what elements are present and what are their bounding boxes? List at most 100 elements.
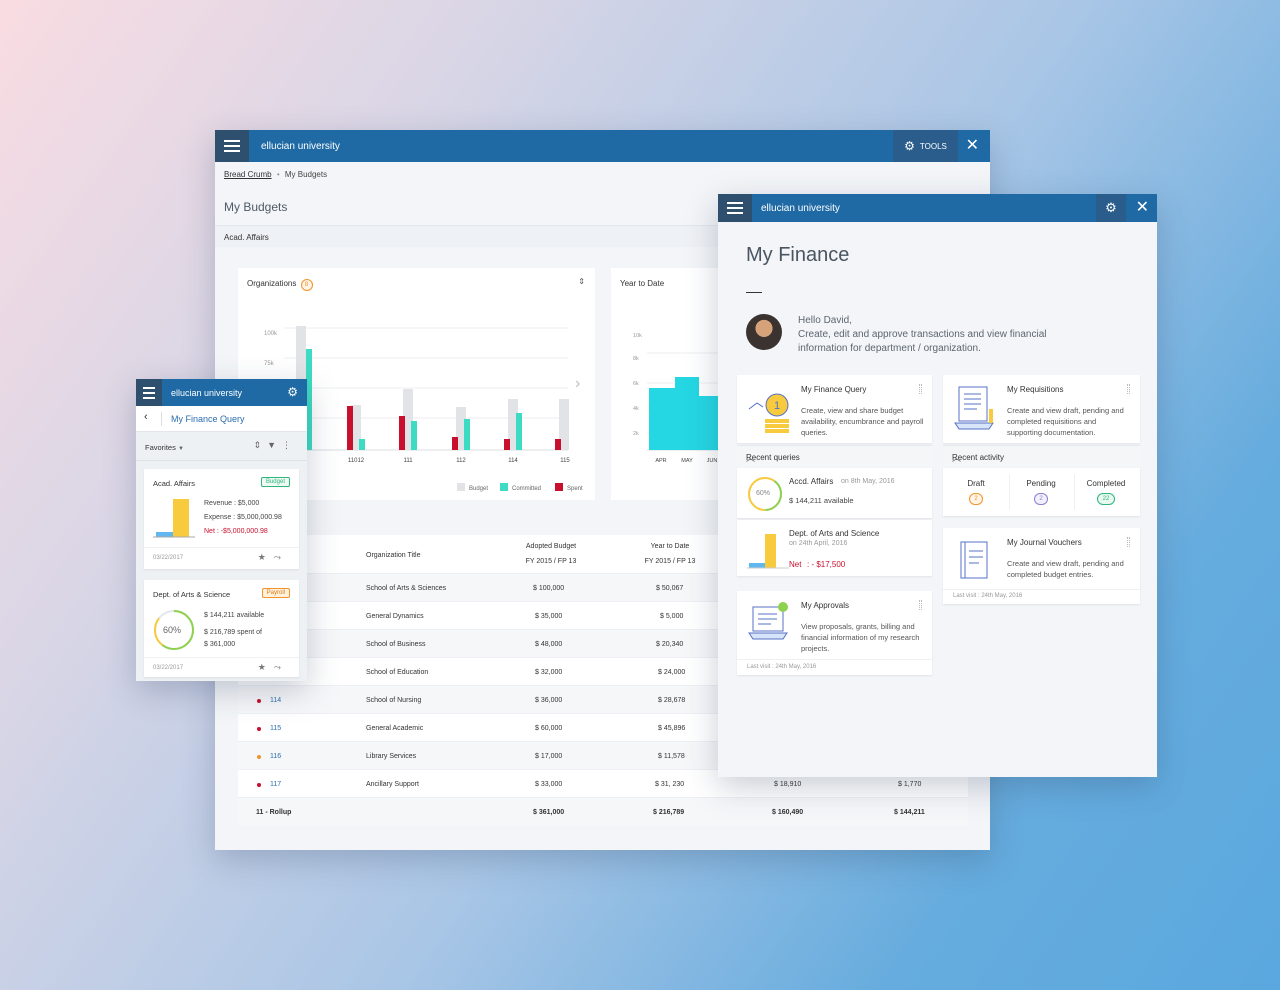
settings-gear-icon[interactable]: ⚙ — [1096, 194, 1126, 222]
recent-activity-stats: Draft 2 Pending 2 Completed 22 — [943, 468, 1140, 516]
y-tick: 10k — [633, 333, 642, 339]
organizations-label: Organizations — [247, 279, 297, 288]
finance-topbar: ellucian university ⚙ ✕ — [718, 194, 1157, 222]
star-icon[interactable]: ★ — [257, 662, 274, 672]
hamburger-menu-icon[interactable] — [215, 130, 249, 162]
spent-bar — [347, 406, 353, 450]
committed-bar — [464, 419, 470, 450]
spent-bar — [504, 439, 510, 450]
list-toolbar: ⇕▼⋮ — [254, 440, 297, 451]
draft-stat[interactable]: Draft 2 — [944, 479, 1008, 505]
close-icon[interactable]: ✕ — [965, 137, 979, 154]
drag-handle-icon[interactable] — [1127, 384, 1130, 394]
table-row[interactable]: School of Education $ 32,000 $ 24,000 — [238, 657, 968, 685]
gear-icon: ⚙ — [904, 139, 915, 153]
org-code-link[interactable]: 116 — [270, 753, 282, 760]
x-tick-may: MAY — [681, 458, 693, 464]
recent-activity-header[interactable]: Recent activity ︿ — [943, 445, 1140, 467]
drag-handle-icon[interactable] — [919, 384, 922, 394]
pending-label: Pending — [1026, 479, 1056, 488]
divider — [943, 589, 1140, 590]
divider — [161, 412, 162, 426]
greeting-description: Create, edit and approve transactions an… — [798, 329, 1047, 354]
more-icon[interactable]: ⋮ — [282, 440, 297, 450]
org-code-link[interactable]: 114 — [270, 697, 282, 704]
progress-percent: 60% — [756, 490, 771, 497]
recent-query-item[interactable]: 60% Accd. Affairs on 8th May, 2016 $ 144… — [737, 468, 932, 518]
spent-bar — [399, 416, 405, 450]
card-description: Create and view draft, pending and compl… — [1007, 406, 1124, 437]
favorite-card-acad-affairs[interactable]: Acad. Affairs Budget Revenue : $5,000 Ex… — [144, 469, 299, 569]
chevron-up-icon[interactable]: ︿ — [952, 453, 962, 463]
chevron-up-icon[interactable]: ︿ — [746, 453, 756, 463]
net-line: Net : -$5,000,000.98 — [204, 528, 268, 535]
drag-handle-icon[interactable] — [1127, 537, 1130, 547]
requisitions-card[interactable]: My Requisitions Create and view draft, p… — [943, 375, 1140, 443]
org-title: School of Education — [366, 669, 429, 676]
progress-ring — [154, 610, 194, 650]
status-dot — [257, 699, 261, 703]
chevron-right-icon[interactable]: › — [575, 375, 581, 392]
adopted-budget: $ 48,000 — [535, 641, 563, 648]
budget-tag: Budget — [260, 477, 290, 487]
budgets-topbar: ellucian university ⚙ TOOLS ✕ — [215, 130, 990, 162]
back-arrow-icon[interactable]: ‹ — [144, 411, 148, 423]
adopted-budget: $ 33,000 — [535, 781, 563, 788]
org-title: School of Nursing — [366, 697, 422, 704]
favorites-dropdown[interactable]: Favorites ▼ — [145, 443, 184, 452]
org-code-link[interactable]: 117 — [270, 781, 282, 788]
divider — [144, 547, 299, 548]
star-icon[interactable]: ★ — [257, 552, 274, 562]
settings-gear-icon[interactable]: ⚙ — [287, 385, 298, 399]
adopted-budget: $ 36,000 — [535, 697, 563, 704]
year-to-date: $ 11,578 — [658, 753, 685, 760]
table-row[interactable]: 117 Ancillary Support $ 33,000 $ 31, 230… — [238, 769, 968, 797]
query-title: My Finance Query — [171, 414, 245, 424]
favorite-card-arts-science[interactable]: Dept. of Arts & Science Payroll 60% $ 14… — [144, 580, 299, 677]
x-tick: 115 — [560, 458, 570, 464]
card-date: 03/22/2017 — [153, 555, 184, 561]
org-code-link[interactable]: 115 — [270, 725, 282, 732]
recent-queries-header[interactable]: Recent queries ︿ — [737, 445, 932, 467]
header-organization-title: Organization Title — [366, 552, 421, 559]
table-row[interactable]: General Dynamics $ 35,000 $ 5,000 — [238, 601, 968, 629]
hamburger-menu-icon[interactable] — [718, 194, 752, 222]
header-adopted-sub: FY 2015 / FP 13 — [525, 558, 577, 565]
card-description: Create, view and share budget availabili… — [801, 406, 924, 437]
status-dot — [257, 755, 261, 759]
breadcrumb-separator: • — [276, 170, 280, 179]
coins-icon: 1 — [748, 393, 789, 433]
journal-vouchers-card[interactable]: My Journal Vouchers Create and view draf… — [943, 528, 1140, 604]
org-title: General Dynamics — [366, 613, 424, 620]
filter-icon[interactable]: ▼ — [267, 440, 282, 450]
title-divider — [746, 292, 762, 293]
card-title: My Journal Vouchers — [1007, 538, 1082, 547]
committed-bar — [306, 349, 312, 450]
sort-icon[interactable]: ⇕ — [253, 440, 268, 450]
tools-button[interactable]: ⚙ TOOLS — [893, 130, 958, 162]
breadcrumb-root-link[interactable]: Bread Crumb — [224, 170, 272, 179]
close-icon[interactable]: ✕ — [1135, 199, 1149, 216]
year-to-date: $ 31, 230 — [655, 781, 685, 788]
journal-book-icon — [960, 541, 988, 579]
table-row[interactable]: 115 General Academic $ 60,000 $ 45,896 — [238, 713, 968, 741]
rollup-row: 11 - Rollup $ 361,000 $ 216,789 $ 160,49… — [238, 797, 968, 825]
drag-handle-icon[interactable] — [919, 600, 922, 610]
sort-toggle-icon[interactable]: ⇕ — [578, 277, 585, 286]
x-tick-apr: APR — [655, 458, 666, 464]
brand-name: ellucian university — [261, 140, 340, 152]
hamburger-menu-icon[interactable] — [136, 379, 162, 406]
share-icon[interactable]: ⤳ — [273, 662, 289, 672]
completed-stat[interactable]: Completed 22 — [1074, 479, 1138, 505]
budget-bar — [559, 399, 569, 450]
recent-query-item[interactable]: Dept. of Arts and Science on 24th April,… — [737, 520, 932, 576]
divider — [1009, 474, 1010, 510]
pending-stat[interactable]: Pending 2 — [1009, 479, 1073, 505]
divider — [1074, 474, 1075, 510]
query-net-value: : - $17,500 — [807, 560, 846, 569]
finance-query-card[interactable]: 1 My Finance Query Create, view and shar… — [737, 375, 932, 443]
year-to-date: $ 24,000 — [658, 669, 686, 676]
share-icon[interactable]: ⤳ — [273, 552, 289, 562]
legend-budget: Budget — [469, 486, 488, 492]
approvals-card[interactable]: My Approvals View proposals, grants, bil… — [737, 591, 932, 675]
